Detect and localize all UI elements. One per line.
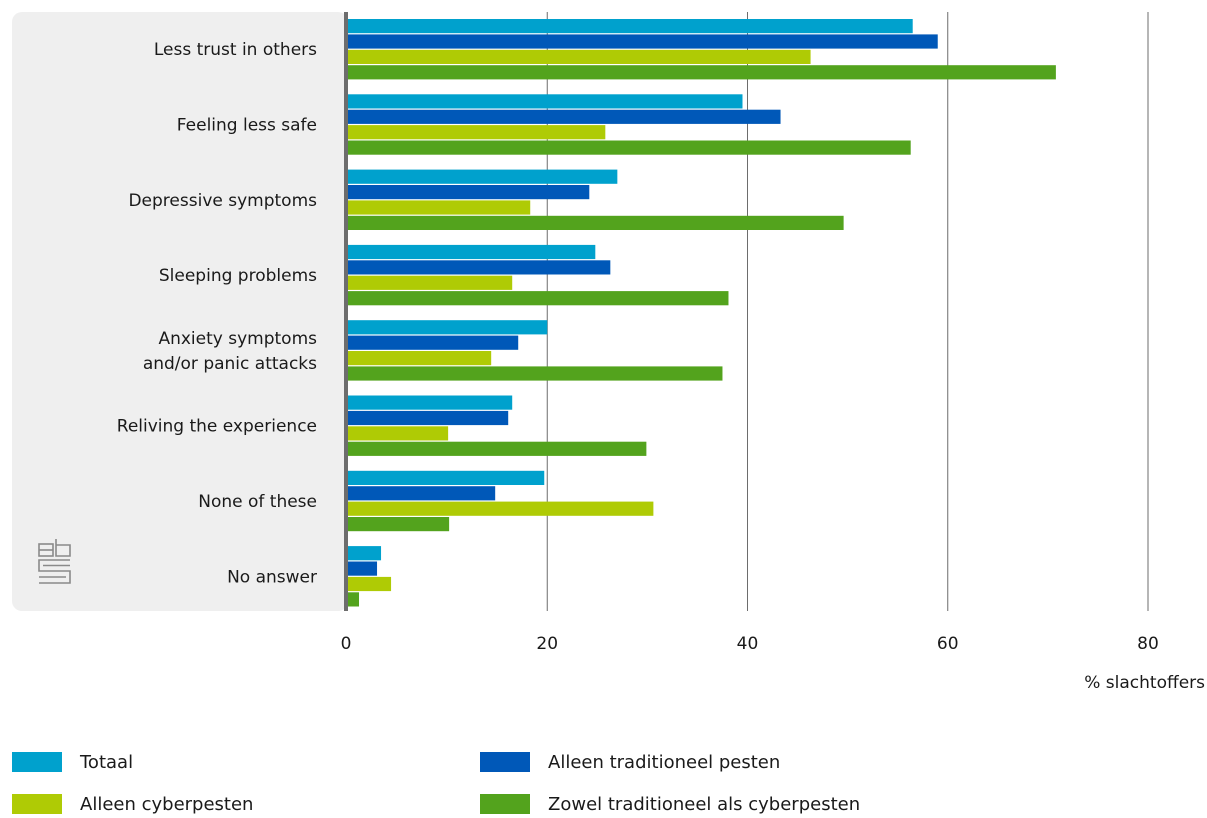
category-label: Depressive symptoms [128,191,317,211]
bar [347,411,508,425]
x-tick-labels: 0 20 40 60 80 [341,634,1159,654]
legend-label: Totaal [80,752,133,773]
bar [347,200,530,214]
bar [347,517,449,531]
bar [347,426,448,440]
legend-label: Zowel traditioneel als cyberpesten [548,794,860,815]
bar [347,19,913,33]
bar [347,546,381,560]
bar [347,291,728,305]
category-label: Anxiety symptoms [158,329,317,349]
bar [347,65,1056,79]
category-label: and/or panic attacks [143,354,317,374]
bar [347,276,512,290]
legend-swatch [12,794,62,814]
bar [347,502,653,516]
x-tick-label: 40 [737,634,759,654]
x-tick-label: 20 [536,634,558,654]
bar [347,592,359,606]
bar [347,141,911,155]
legend: Totaal Alleen traditioneel pesten Alleen… [12,750,1192,816]
bar [347,320,547,334]
bar [347,125,605,139]
bar [347,366,722,380]
bar [347,471,544,485]
x-tick-label: 0 [341,634,352,654]
bars [347,19,1056,607]
legend-swatch [12,752,62,772]
x-tick-label: 80 [1137,634,1159,654]
bar [347,260,610,274]
bar [347,486,495,500]
bar [347,170,617,184]
category-label: None of these [198,492,317,512]
bar [347,396,512,410]
bar [347,245,595,259]
bar [347,94,742,108]
category-label: Feeling less safe [177,116,317,136]
legend-item-totaal: Totaal [12,750,480,774]
category-panel [12,12,348,611]
category-label: Sleeping problems [159,266,317,286]
legend-label: Alleen traditioneel pesten [548,752,780,773]
bar [347,110,781,124]
legend-label: Alleen cyberpesten [80,794,253,815]
legend-swatch [480,752,530,772]
bar [347,185,589,199]
bar [347,351,491,365]
x-axis-title: % slachtoffers [1084,673,1205,693]
category-label: Less trust in others [154,40,317,60]
bar [347,216,844,230]
legend-item-alleen-cyber: Alleen cyberpesten [12,792,480,816]
legend-item-alleen-traditioneel: Alleen traditioneel pesten [480,750,1080,774]
bar [347,577,391,591]
category-label: Reliving the experience [117,417,317,437]
bar [347,336,518,350]
bar [347,50,811,64]
x-tick-label: 60 [937,634,959,654]
legend-swatch [480,794,530,814]
bar [347,34,938,48]
bar [347,442,646,456]
bar-chart: Less trust in others Feeling less safe Dep… [0,0,1207,740]
bar [347,562,377,576]
legend-item-zowel: Zowel traditioneel als cyberpesten [480,792,1080,816]
category-label: No answer [227,567,317,587]
